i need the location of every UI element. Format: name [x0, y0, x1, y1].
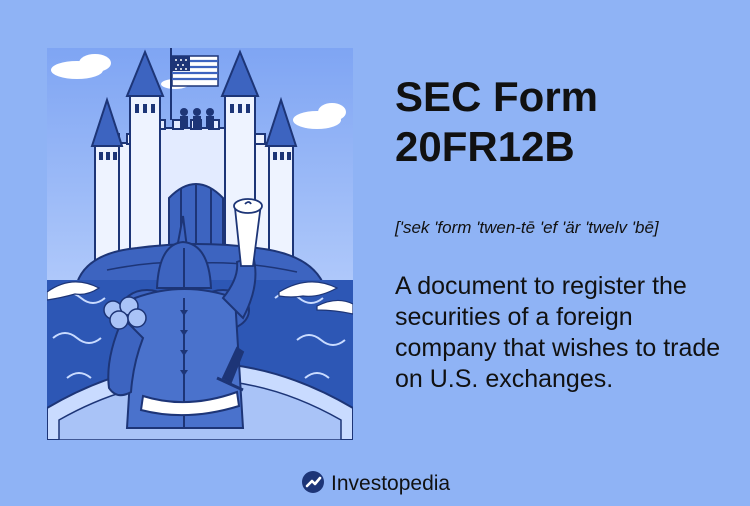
brand-name: Investopedia	[331, 472, 451, 495]
pronunciation: ['sek 'form 'twen-tē 'ef 'är 'twelv 'bē]	[395, 218, 659, 237]
definition-text: A document to register the securities of…	[395, 272, 721, 393]
investopedia-logo-icon	[302, 470, 324, 498]
hero-illustration	[47, 48, 353, 440]
brand-logo[interactable]: Investopedia	[302, 470, 450, 498]
us-flag-icon	[170, 48, 219, 120]
scroll-icon	[233, 198, 263, 267]
knight-icon	[107, 215, 257, 429]
page-title: SEC Form 20FR12B	[395, 73, 599, 170]
